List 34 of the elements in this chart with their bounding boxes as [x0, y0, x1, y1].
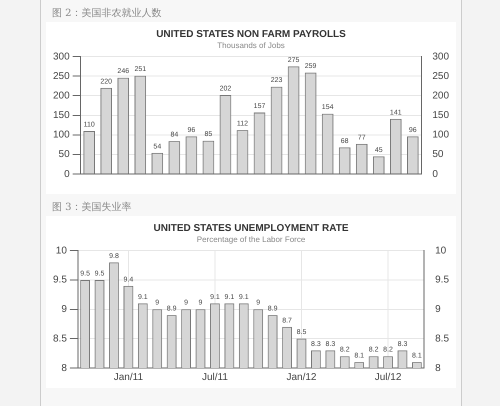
chart-subtitle: Thousands of Jobs [217, 41, 285, 50]
y2-tick-label: 150 [432, 110, 450, 122]
x-tick-label: Jul/11 [202, 372, 228, 383]
y-tick-label: 50 [58, 149, 70, 160]
y2-tick-label: 9.5 [435, 274, 450, 286]
y-tick-label: 300 [52, 51, 70, 62]
y2-tick-label: 8.5 [435, 333, 450, 344]
y-tick-label: 0 [64, 168, 70, 180]
caption: 图 3：美国失业率 [51, 200, 133, 215]
y-tick-label: 150 [52, 110, 70, 122]
caption: 图 2：美国非农就业人数 [51, 6, 163, 21]
y-tick-label: 8 [61, 362, 68, 374]
y-tick-label: 100 [52, 130, 70, 141]
y-tick-label: 9 [61, 304, 68, 316]
chart-title: UNITED STATES UNEMPLOYMENT RATE [154, 222, 349, 234]
chart-subtitle: Percentage of the Labor Force [196, 235, 306, 244]
y-tick-label: 10 [56, 245, 68, 256]
y2-tick-label: 10 [435, 245, 447, 256]
y-tick-label: 200 [52, 90, 70, 102]
y-tick-label: 250 [52, 70, 70, 82]
y2-tick-label: 200 [432, 90, 450, 102]
x-tick-label: Jan/11 [114, 372, 144, 383]
y2-tick-label: 100 [432, 130, 450, 141]
y2-tick-label: 50 [432, 149, 444, 160]
y2-tick-label: 9 [435, 304, 442, 316]
y2-tick-label: 250 [432, 70, 450, 82]
y2-tick-label: 0 [432, 168, 438, 180]
y2-tick-label: 300 [432, 51, 450, 62]
x-tick-label: Jan/12 [286, 372, 317, 383]
x-tick-label: Jul/12 [374, 372, 402, 383]
y-tick-label: 9.5 [52, 274, 68, 286]
y2-tick-label: 8 [435, 362, 442, 374]
chart-title: UNITED STATES NON FARM PAYROLLS [156, 28, 346, 40]
y-tick-label: 8.5 [52, 333, 68, 344]
